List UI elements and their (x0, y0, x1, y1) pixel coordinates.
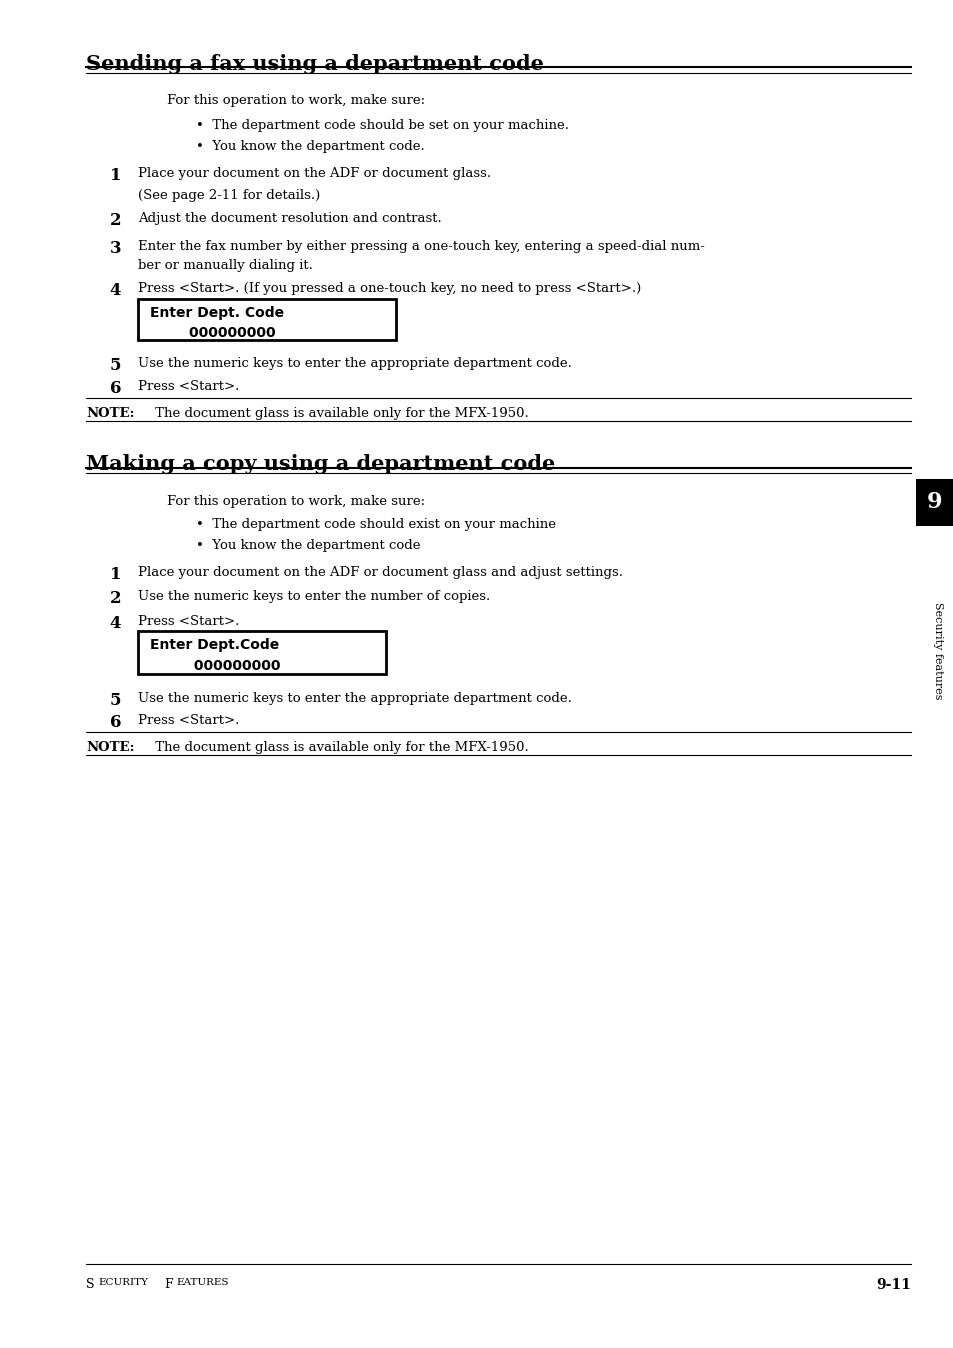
Text: 2: 2 (110, 590, 121, 608)
Text: ber or manually dialing it.: ber or manually dialing it. (138, 259, 313, 272)
Text: Use the numeric keys to enter the appropriate department code.: Use the numeric keys to enter the approp… (138, 357, 572, 371)
Text: 1: 1 (110, 566, 121, 584)
Text: •  You know the department code.: • You know the department code. (195, 140, 424, 154)
Text: 6: 6 (110, 380, 121, 398)
Text: Sending a fax using a department code: Sending a fax using a department code (86, 54, 543, 74)
Text: 1: 1 (110, 167, 121, 185)
Text: Enter the fax number by either pressing a one-touch key, entering a speed-dial n: Enter the fax number by either pressing … (138, 240, 704, 253)
Text: 9-11: 9-11 (875, 1278, 910, 1291)
Text: Enter Dept. Code: Enter Dept. Code (150, 306, 284, 319)
Text: 6: 6 (110, 714, 121, 732)
Text: 5: 5 (110, 692, 121, 709)
Text: The document glass is available only for the MFX-1950.: The document glass is available only for… (151, 741, 528, 755)
Text: Enter Dept.Code: Enter Dept.Code (150, 638, 278, 651)
Text: •  The department code should exist on your machine: • The department code should exist on yo… (195, 518, 555, 531)
Text: Press <Start>.: Press <Start>. (138, 714, 239, 728)
Text: F: F (164, 1278, 172, 1291)
Text: Press <Start>.: Press <Start>. (138, 615, 239, 628)
Text: Place your document on the ADF or document glass.: Place your document on the ADF or docume… (138, 167, 491, 181)
Text: (See page 2-11 for details.): (See page 2-11 for details.) (138, 189, 320, 202)
Text: 3: 3 (110, 240, 121, 257)
Text: The document glass is available only for the MFX-1950.: The document glass is available only for… (151, 407, 528, 421)
Text: •  The department code should be set on your machine.: • The department code should be set on y… (195, 119, 568, 132)
Text: 4: 4 (110, 615, 121, 632)
Text: 5: 5 (110, 357, 121, 375)
Text: Press <Start>.: Press <Start>. (138, 380, 239, 394)
Text: •  You know the department code: • You know the department code (195, 539, 419, 553)
Text: 4: 4 (110, 282, 121, 299)
Text: S: S (86, 1278, 94, 1291)
Text: Place your document on the ADF or document glass and adjust settings.: Place your document on the ADF or docume… (138, 566, 622, 580)
Bar (138, 299, 395, 340)
Text: NOTE:: NOTE: (86, 741, 134, 755)
Text: ECURITY: ECURITY (98, 1278, 148, 1287)
Text: 9: 9 (926, 491, 942, 514)
Text: Security features: Security features (932, 601, 942, 700)
Text: Adjust the document resolution and contrast.: Adjust the document resolution and contr… (138, 212, 441, 225)
Text: For this operation to work, make sure:: For this operation to work, make sure: (167, 94, 425, 108)
Bar (915, 479, 953, 526)
Text: Use the numeric keys to enter the number of copies.: Use the numeric keys to enter the number… (138, 590, 490, 604)
Text: 000000000: 000000000 (150, 326, 275, 340)
Text: Making a copy using a department code: Making a copy using a department code (86, 454, 555, 474)
Bar (138, 631, 386, 674)
Text: Use the numeric keys to enter the appropriate department code.: Use the numeric keys to enter the approp… (138, 692, 572, 705)
Text: 2: 2 (110, 212, 121, 229)
Text: EATURES: EATURES (176, 1278, 229, 1287)
Text: For this operation to work, make sure:: For this operation to work, make sure: (167, 495, 425, 508)
Text: Press <Start>. (If you pressed a one-touch key, no need to press <Start>.): Press <Start>. (If you pressed a one-tou… (138, 282, 641, 295)
Text: 000000000: 000000000 (150, 659, 280, 673)
Text: NOTE:: NOTE: (86, 407, 134, 421)
